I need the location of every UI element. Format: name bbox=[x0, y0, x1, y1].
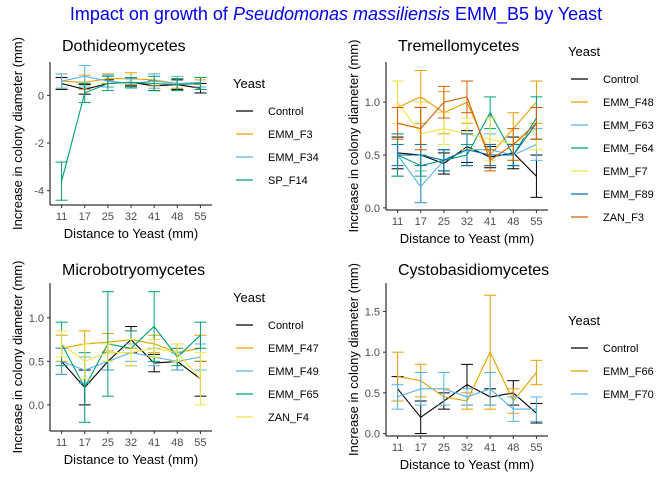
legend-title: Yeast bbox=[233, 76, 265, 91]
x-tick-label: 11 bbox=[56, 211, 67, 223]
x-tick-label: 41 bbox=[148, 437, 160, 449]
legend: Yeast Control EMM_F47 EMM_F49 EMM_F65 ZAN_F4 bbox=[233, 290, 319, 424]
y-tick-label: 1.0 bbox=[365, 347, 380, 359]
legend-label: ZAN_F3 bbox=[603, 212, 644, 224]
x-tick-label: 11 bbox=[392, 442, 403, 454]
y-tick-label: 0.5 bbox=[365, 388, 380, 400]
series-zan-f3 bbox=[391, 80, 543, 172]
series-line bbox=[61, 81, 201, 182]
legend-label: EMM_F64 bbox=[603, 143, 654, 155]
main-title-prefix: Impact on growth of bbox=[69, 4, 233, 24]
x-tick-label: 55 bbox=[194, 437, 206, 449]
series-zan-f4 bbox=[55, 330, 207, 406]
facet-cystobasidiomycetes: Cystobasidiomycetes 0.0 0.5 1.0 1.5 11 17 25 32 4… bbox=[346, 262, 654, 472]
x-tick-label: 25 bbox=[438, 216, 450, 228]
x-tick-label: 17 bbox=[79, 437, 91, 449]
y-tick-label: 1.5 bbox=[365, 306, 380, 318]
x-tick-label: 25 bbox=[102, 437, 114, 449]
legend-label: EMM_F66 bbox=[603, 366, 654, 378]
y-axis-label: Increase in colony diameter (mm) bbox=[10, 37, 25, 230]
legend-title: Yeast bbox=[568, 313, 600, 328]
facet-tremellomycetes: Tremellomycetes 0.0 0.5 1.0 11 17 25 32 41 48 55 Di… bbox=[346, 38, 654, 246]
x-tick-label: 17 bbox=[415, 442, 427, 454]
legend: Yeast Control EMM_F66 EMM_F70 bbox=[568, 313, 654, 401]
x-axis-label: Distance to Yeast (mm) bbox=[64, 226, 198, 241]
y-tick-label: 0.0 bbox=[365, 203, 380, 215]
y-axis-label: Increase in colony diameter (mm) bbox=[346, 40, 361, 233]
x-tick-label: 17 bbox=[415, 216, 427, 228]
x-tick-label: 41 bbox=[148, 211, 160, 223]
legend-label: EMM_F70 bbox=[603, 389, 654, 401]
facet-title: Cystobasidiomycetes bbox=[398, 262, 549, 279]
legend-label: ZAN_F4 bbox=[268, 412, 309, 424]
facet-title: Tremellomycetes bbox=[398, 38, 519, 55]
x-tick-label: 25 bbox=[102, 211, 114, 223]
facet-dothideomycetes: Dothideomycetes -4 -2 0 11 17 25 32 41 48 55 Distan… bbox=[10, 37, 319, 241]
legend-label: Control bbox=[603, 343, 638, 355]
legend-label: EMM_F65 bbox=[268, 389, 319, 401]
y-tick-label: 1.0 bbox=[365, 97, 380, 109]
legend-label: EMM_F48 bbox=[603, 97, 654, 109]
legend-title: Yeast bbox=[568, 44, 600, 59]
series-line bbox=[61, 343, 201, 380]
x-axis-label: Distance to Yeast (mm) bbox=[400, 231, 534, 246]
y-tick-label: 0.5 bbox=[365, 150, 380, 162]
x-tick-label: 25 bbox=[438, 442, 450, 454]
legend-label: EMM_F3 bbox=[268, 129, 313, 141]
x-tick-label: 11 bbox=[392, 216, 403, 228]
legend-label: EMM_F89 bbox=[603, 189, 654, 201]
main-title-suffix: EMM_B5 by Yeast bbox=[450, 4, 603, 24]
x-axis-label: Distance to Yeast (mm) bbox=[64, 452, 198, 467]
x-tick-label: 48 bbox=[507, 216, 519, 228]
legend-label: EMM_F34 bbox=[268, 152, 319, 164]
legend-label: EMM_F49 bbox=[268, 366, 319, 378]
legend-label: Control bbox=[268, 320, 303, 332]
y-tick-label: 0.0 bbox=[29, 400, 44, 412]
y-axis-label: Increase in colony diameter (mm) bbox=[346, 263, 361, 456]
y-tick-label: -2 bbox=[34, 138, 44, 150]
x-tick-label: 11 bbox=[56, 437, 67, 449]
legend: Yeast Control EMM_F3 EMM_F34 SP_F14 bbox=[233, 76, 319, 187]
x-tick-label: 32 bbox=[125, 211, 137, 223]
x-tick-label: 55 bbox=[194, 211, 206, 223]
x-tick-label: 17 bbox=[79, 211, 91, 223]
y-tick-label: -4 bbox=[34, 186, 44, 198]
series-line bbox=[397, 96, 537, 162]
y-tick-label: 0 bbox=[38, 90, 44, 102]
legend-label: EMM_F63 bbox=[603, 120, 654, 132]
legend-title: Yeast bbox=[233, 290, 265, 305]
main-title-species: Pseudomonas massiliensis bbox=[232, 4, 451, 24]
x-tick-label: 32 bbox=[461, 442, 473, 454]
x-tick-label: 48 bbox=[171, 437, 183, 449]
y-tick-label: 0.0 bbox=[365, 429, 380, 441]
series-line bbox=[397, 388, 537, 410]
x-axis-label: Distance to Yeast (mm) bbox=[400, 457, 534, 472]
x-tick-label: 41 bbox=[484, 216, 496, 228]
main-title: Impact on growth of Pseudomonas massilie… bbox=[0, 4, 672, 25]
series-emm-f70 bbox=[391, 372, 543, 422]
x-tick-label: 41 bbox=[484, 442, 496, 454]
x-tick-label: 55 bbox=[530, 442, 542, 454]
x-tick-label: 32 bbox=[461, 216, 473, 228]
legend-label: EMM_F7 bbox=[603, 166, 648, 178]
facet-microbotryomycetes: Microbotryomycetes 0.0 0.5 1.0 11 17 25 32 41 48 5… bbox=[10, 261, 319, 467]
x-tick-label: 32 bbox=[125, 437, 137, 449]
y-tick-label: 0.5 bbox=[29, 356, 44, 368]
legend-label: SP_F14 bbox=[268, 175, 308, 187]
legend-label: EMM_F47 bbox=[268, 343, 319, 355]
legend-label: Control bbox=[268, 106, 303, 118]
facet-title: Dothideomycetes bbox=[62, 38, 186, 55]
y-tick-label: 1.0 bbox=[29, 313, 44, 325]
legend-label: Control bbox=[603, 74, 638, 86]
x-tick-label: 48 bbox=[171, 211, 183, 223]
y-axis-label: Increase in colony diameter (mm) bbox=[10, 261, 25, 454]
x-tick-label: 48 bbox=[507, 442, 519, 454]
legend: Yeast Control EMM_F48 EMM_F63 EMM_F64 EMM_F7 E… bbox=[568, 44, 654, 224]
series-sp-f14 bbox=[55, 75, 207, 201]
facet-title: Microbotryomycetes bbox=[62, 262, 205, 279]
x-tick-label: 55 bbox=[530, 216, 542, 228]
